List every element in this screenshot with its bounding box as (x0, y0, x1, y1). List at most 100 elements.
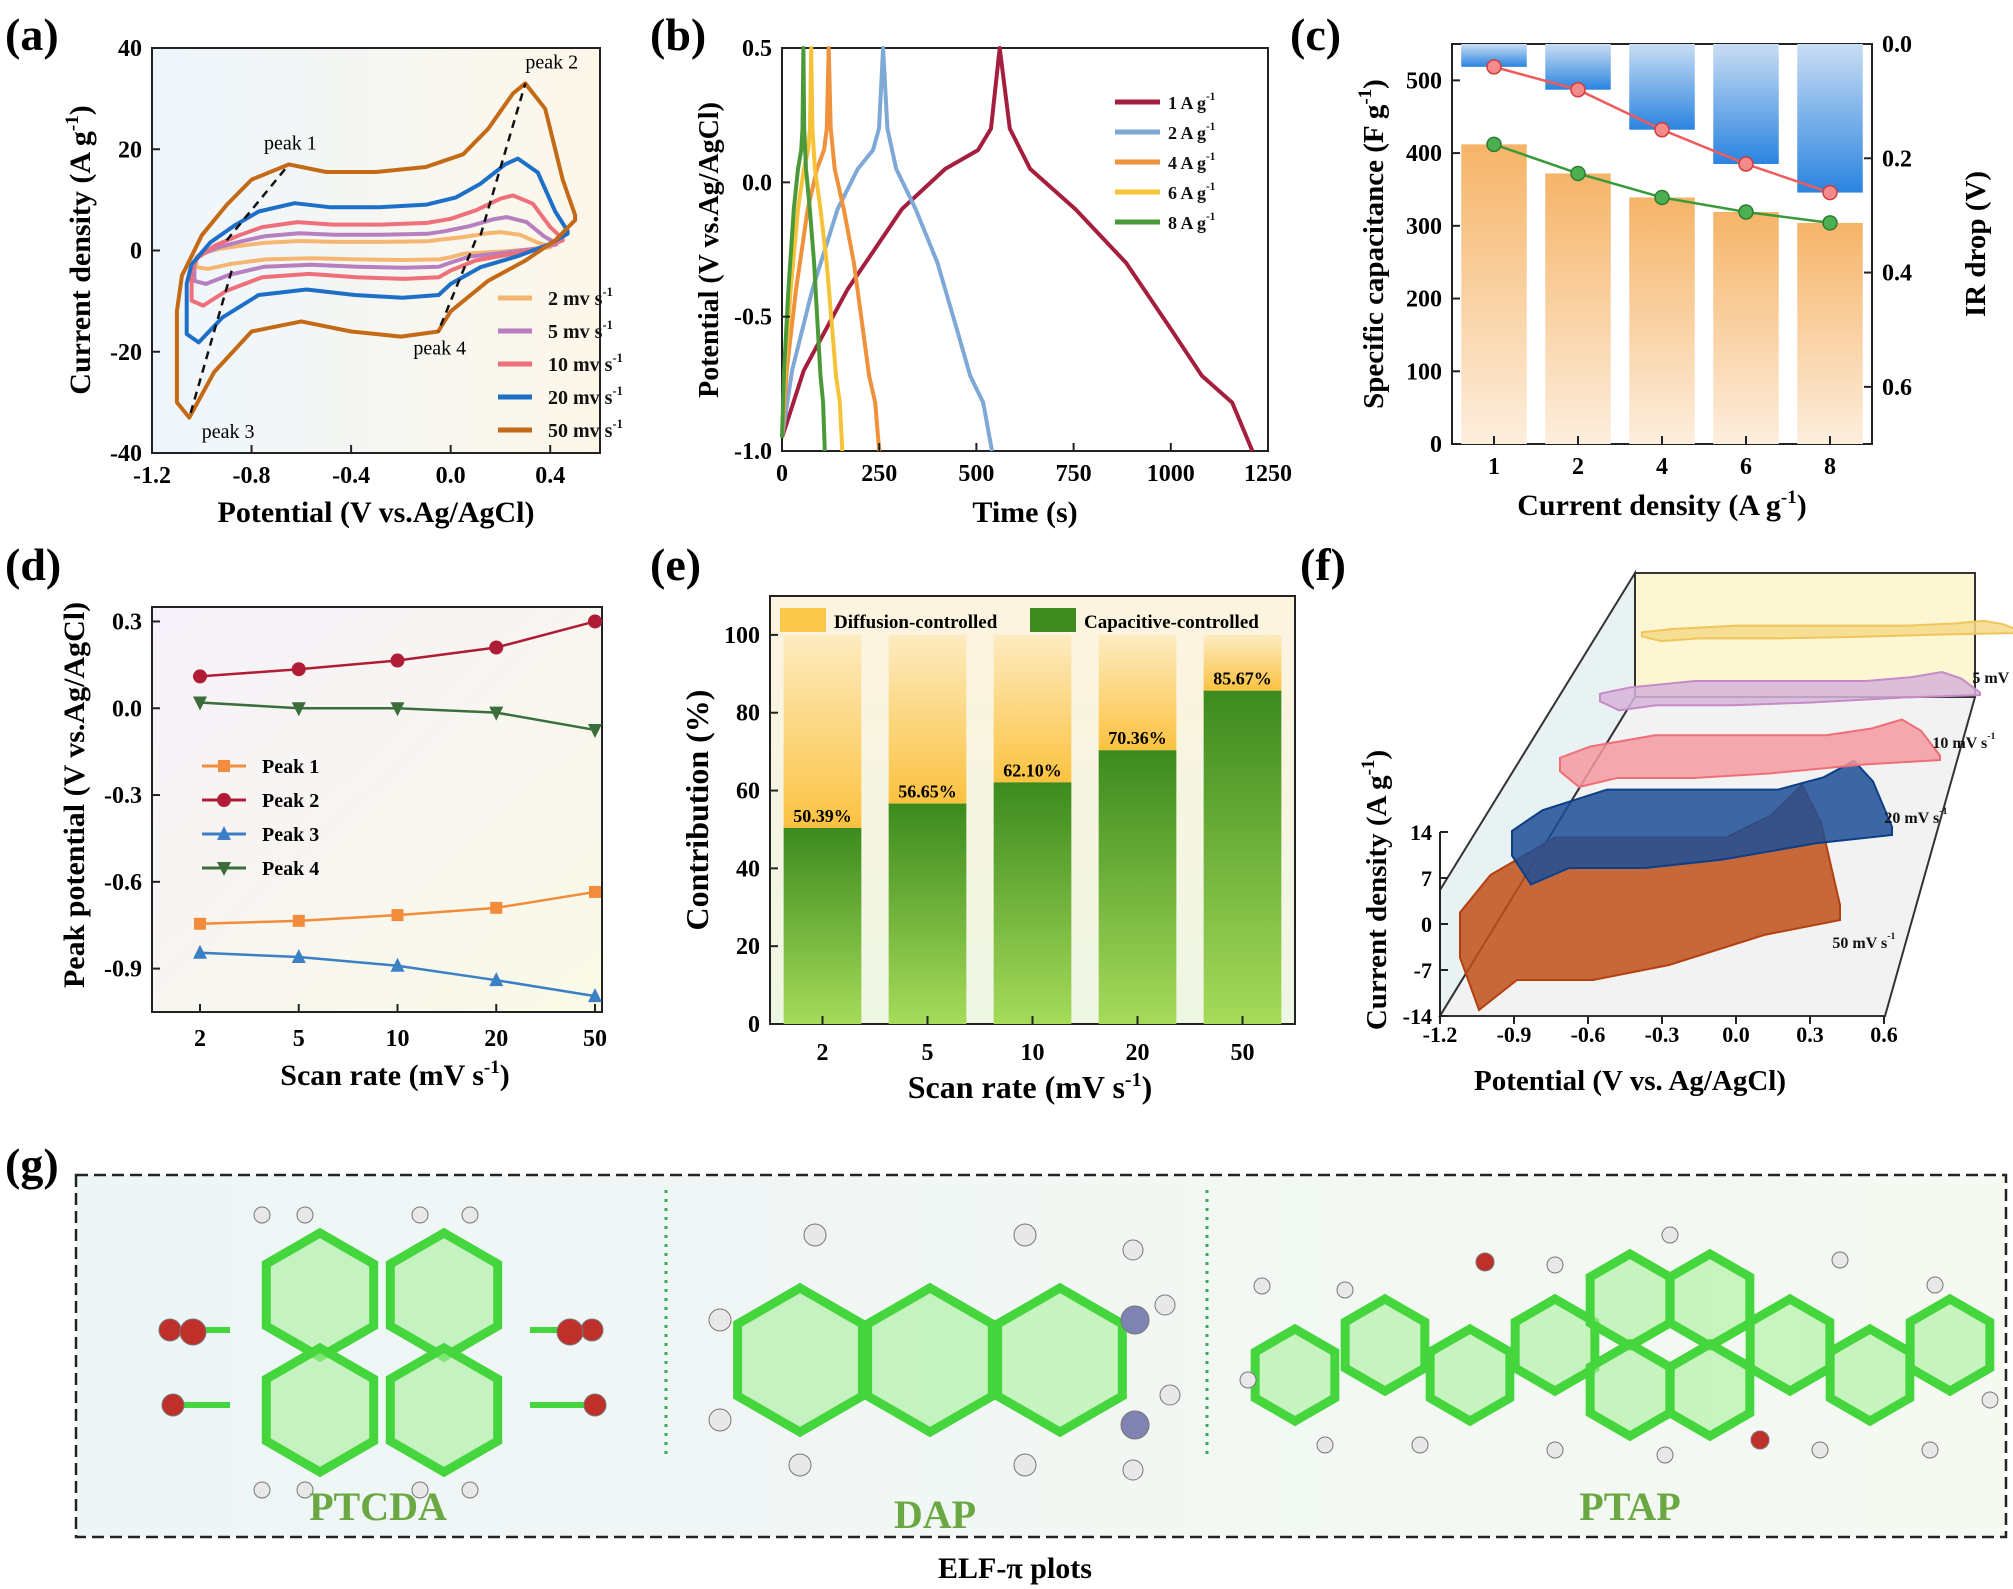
c-ytick-label: 500 (1406, 68, 1442, 94)
a-legend-label: 10 mv s-1 (548, 351, 623, 376)
b-ytick-label: 0.5 (742, 36, 772, 62)
d-legend-label: Peak 2 (262, 790, 319, 812)
plot-area-b (781, 47, 1269, 452)
c-ytick-label: 300 (1406, 214, 1442, 240)
panel-label-d: (d) (5, 539, 61, 590)
oxygen-atom (179, 1318, 207, 1346)
f-slice-4 (1599, 670, 1981, 712)
d-point (489, 640, 504, 655)
gcd-curve-3 (780, 46, 882, 452)
hydrogen-atom (1411, 1436, 1429, 1454)
ptap-ring (1250, 1323, 1340, 1427)
cv-curve-5 (174, 81, 578, 420)
cv-curve-3 (189, 193, 565, 308)
d-xlabel: Scan rate (mV s-1) (280, 1057, 509, 1092)
dap-ring (993, 1282, 1127, 1438)
c-ylabel-right: IR drop (V) (1960, 171, 1992, 317)
oxygen-atom (583, 1393, 607, 1417)
d-ytick-label: -0.6 (104, 870, 142, 896)
e-ylabel: Contribution (%) (679, 690, 715, 931)
c-ylabel: Specific capacitance (F g-1) (1355, 79, 1390, 409)
c-ytick-right-label: 0.2 (1882, 146, 1912, 172)
hydrogen-atom (1656, 1446, 1674, 1464)
panel-label-a: (a) (5, 9, 59, 60)
c-ytick-right-label: 0.0 (1882, 32, 1912, 58)
oxygen-atom (556, 1318, 584, 1346)
a-legend-label: 50 mv s-1 (548, 417, 623, 442)
c-ytick-label: 0 (1430, 432, 1442, 458)
peak3-trace (188, 270, 233, 418)
d-xtick-label: 20 (484, 1026, 508, 1052)
f-xtick-label: -0.6 (1571, 1022, 1606, 1047)
e-xtick-label: 50 (1231, 1040, 1255, 1066)
diffusion-bar (993, 634, 1072, 783)
ir-drop-point (1486, 59, 1502, 75)
f-ytick-label: 0 (1421, 912, 1432, 937)
f-ytick-label: 7 (1421, 866, 1432, 891)
ptcda-ring (385, 1342, 503, 1478)
c-ytick-label: 200 (1406, 287, 1442, 313)
d-legend-marker (217, 862, 231, 876)
f-xtick-label: -1.2 (1423, 1022, 1458, 1047)
oxygen-atom (161, 1393, 185, 1417)
d-xtick-label: 50 (583, 1026, 607, 1052)
hydrogen-atom (1239, 1371, 1257, 1389)
hydrogen-atom (1122, 1239, 1144, 1261)
a-xtick-label: 0.4 (535, 463, 565, 489)
nitrogen-atom (1120, 1305, 1150, 1335)
ir-drop-point (1738, 156, 1754, 172)
d-point (291, 662, 306, 677)
b-ytick-label: -1.0 (734, 439, 772, 465)
f-xtick-label: -0.3 (1645, 1022, 1680, 1047)
hydrogen-atom (1921, 1441, 1939, 1459)
hydrogen-atom (1159, 1384, 1181, 1406)
f-ytick-label: -14 (1403, 1004, 1432, 1029)
hydrogen-atom (1981, 1391, 1999, 1409)
ptap-ring (1665, 1338, 1755, 1442)
contribution-label: 70.36% (1108, 728, 1167, 748)
ptap-ring (1340, 1293, 1430, 1397)
hydrogen-atom (1661, 1226, 1679, 1244)
capacitance-point (1570, 165, 1586, 182)
e-xtick-label: 10 (1021, 1040, 1045, 1066)
molecule-label-ptap: PTAP (1579, 1484, 1680, 1529)
e-xtick-label: 20 (1126, 1040, 1150, 1066)
a-xlabel: Potential (V vs.Ag/AgCl) (218, 496, 535, 529)
ptcda-ring (261, 1227, 379, 1363)
oxygen-atom (1750, 1430, 1770, 1450)
hydrogen-atom (1546, 1256, 1564, 1274)
ptcda-ring (261, 1342, 379, 1478)
hydrogen-atom (296, 1206, 314, 1224)
d-ylabel: Peak potential (V vs.Ag/AgCl) (58, 602, 91, 988)
f-slice-2 (1511, 759, 1893, 886)
d-point (489, 706, 504, 721)
a-ytick-label: -20 (110, 340, 142, 366)
contribution-label: 85.67% (1213, 669, 1272, 689)
hydrogen-atom (253, 1206, 271, 1224)
f-xtick-label: 0.3 (1796, 1022, 1824, 1047)
f-slice-5 (1641, 619, 2013, 643)
contribution-label: 56.65% (898, 782, 957, 802)
d-legend-marker (218, 760, 230, 772)
d-point (589, 885, 601, 898)
b-xtick-label: 750 (1056, 461, 1092, 487)
hydrogen-atom (411, 1206, 429, 1224)
d-legend-marker (217, 826, 231, 840)
d-point (194, 917, 206, 930)
ptap-ring (1510, 1293, 1600, 1397)
f-slice-3 (1559, 718, 1941, 789)
nitrogen-atom (1120, 1410, 1150, 1440)
b-legend-label: 1 A g-1 (1168, 91, 1215, 113)
oxygen-atom (1475, 1252, 1495, 1272)
capacitance-bar (1797, 222, 1863, 444)
hydrogen-atom (1154, 1294, 1176, 1316)
d-point (588, 988, 602, 1003)
a-ylabel: Current density (A g-1) (62, 105, 97, 394)
a-ytick-label: 0 (130, 239, 142, 265)
b-ylabel: Potential (V vs.Ag/AgCl) (694, 102, 725, 398)
d-point (588, 614, 602, 629)
b-ytick-label: -0.5 (734, 305, 772, 331)
c-xtick-label: 4 (1656, 454, 1668, 480)
hydrogen-atom (1831, 1251, 1849, 1269)
f-slice-label: 5 mV s-1 (1972, 666, 2013, 687)
